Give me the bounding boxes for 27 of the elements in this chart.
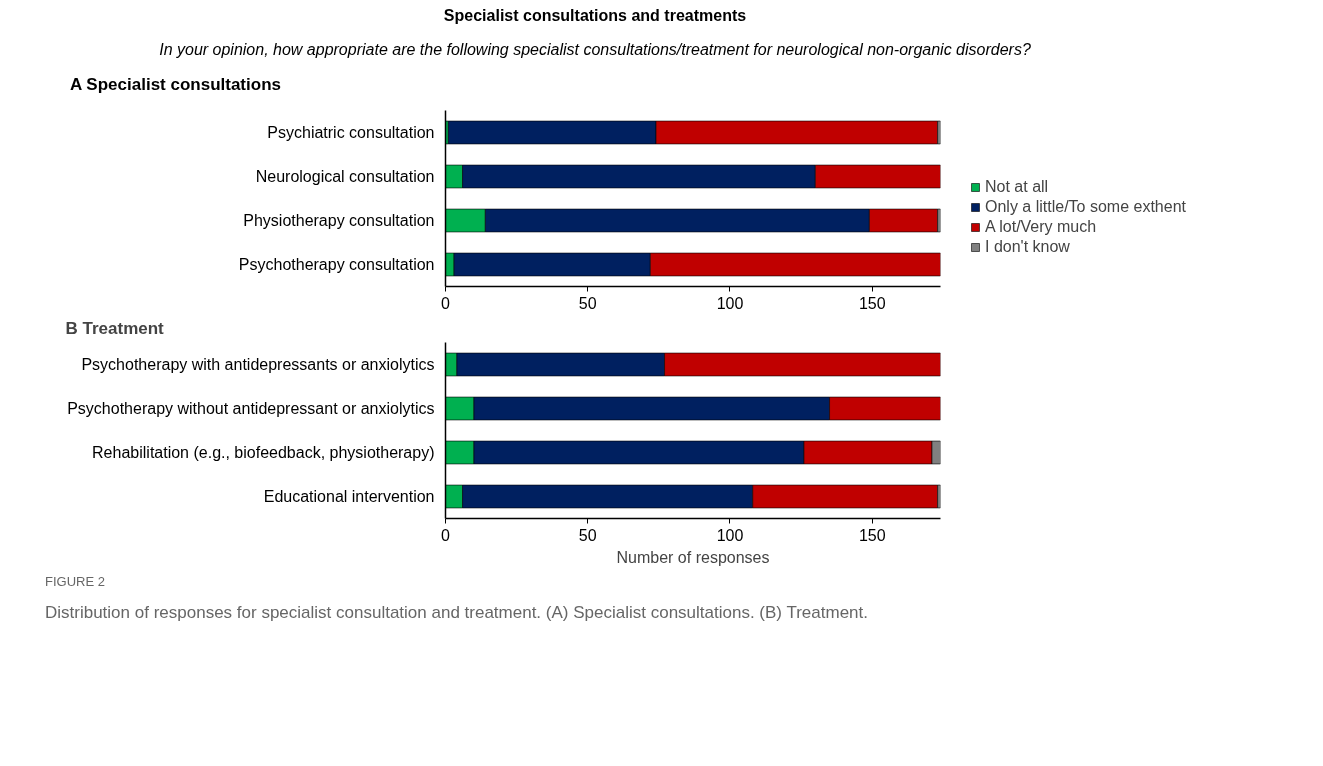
y-tick-label: Psychotherapy with antidepressants or anxiolytics — [81, 356, 435, 373]
chart-title: Specialist consultations and treatments — [443, 6, 747, 26]
x-axis-title: Number of responses — [616, 548, 770, 566]
x-tick-label: 150 — [858, 294, 886, 312]
y-tick-label: Psychiatric consultation — [267, 124, 435, 141]
chart-subtitle: In your opinion, how appropriate are the following specialist consultations/treatment for neurological non-organic disorders? — [159, 40, 1031, 60]
legend-label: Only a little/To some exthent — [985, 198, 1186, 216]
x-tick-label: 100 — [716, 526, 744, 544]
y-tick-label: Educational intervention — [263, 488, 435, 505]
y-tick-label: Neurological consultation — [255, 168, 435, 185]
x-tick-label: 0 — [441, 294, 451, 312]
y-tick-label: Physiotherapy consultation — [243, 212, 435, 229]
legend-label: A lot/Very much — [985, 218, 1097, 236]
text: Distribution of responses for specialist consultation and treatment. (A) Specialist consultations. (B) Treatment. — [45, 602, 868, 624]
text: A Specialist consultations — [70, 74, 281, 96]
x-tick-label: 50 — [578, 526, 597, 544]
x-tick-label: 100 — [716, 294, 744, 312]
legend-label: I don't know — [985, 238, 1070, 256]
y-tick-label: Psychotherapy consultation — [238, 256, 435, 273]
caption: FIGURE 2 — [45, 573, 105, 591]
y-tick-label: Rehabilitation (e.g., biofeedback, physiotherapy) — [92, 444, 435, 461]
x-tick-label: 150 — [858, 526, 886, 544]
text: B Treatment — [65, 318, 165, 338]
x-tick-label: 0 — [441, 526, 451, 544]
y-tick-label: Psychotherapy without antidepressant or anxiolytics — [67, 400, 435, 417]
legend-label: Not at all — [985, 178, 1049, 196]
x-tick-label: 50 — [578, 294, 597, 312]
